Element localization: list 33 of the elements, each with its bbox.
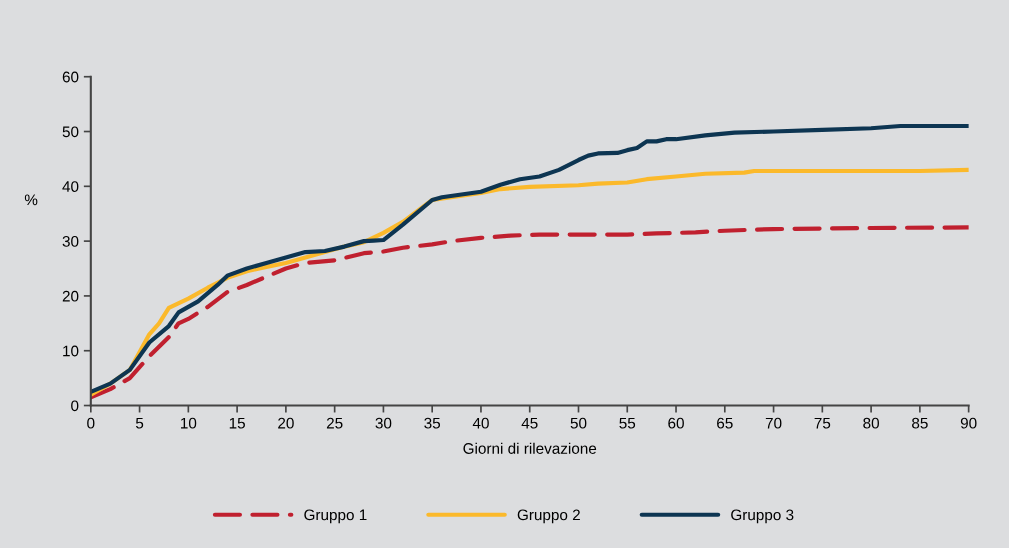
x-tick-label: 40 xyxy=(472,417,489,429)
x-tick-label: 80 xyxy=(863,417,879,429)
x-tick-label: 20 xyxy=(278,417,294,429)
x-tick-label: 75 xyxy=(814,417,831,429)
x-tick-label: 15 xyxy=(229,417,245,429)
x-tick-label: 0 xyxy=(87,417,95,429)
y-axis-title: % xyxy=(24,194,38,206)
legend-label: Gruppo 1 xyxy=(304,509,367,524)
x-tick-label: 30 xyxy=(375,417,392,429)
x-tick-label: 90 xyxy=(960,417,977,429)
y-tick-label: 0 xyxy=(71,400,79,412)
x-tick-label: 35 xyxy=(424,417,441,429)
x-tick-label: 5 xyxy=(135,417,144,429)
y-tick-label: 20 xyxy=(62,290,79,302)
x-tick-label: 10 xyxy=(181,417,197,429)
x-tick-label: 60 xyxy=(668,417,684,429)
y-tick-label: 50 xyxy=(62,126,79,138)
x-tick-label: 45 xyxy=(521,417,538,429)
line-series xyxy=(90,123,969,394)
legend-label: Gruppo 2 xyxy=(517,509,580,524)
y-tick-label: 40 xyxy=(62,181,79,193)
x-tick-label: 55 xyxy=(619,417,636,429)
x-tick-label: 85 xyxy=(912,417,928,429)
y-tick-label: 60 xyxy=(62,71,79,83)
y-tick-label: 10 xyxy=(63,345,79,357)
y-tick-label: 30 xyxy=(62,235,79,247)
legend-label: Gruppo 3 xyxy=(731,509,794,524)
x-tick-label: 25 xyxy=(326,417,343,429)
x-tick-label: 50 xyxy=(570,417,587,429)
x-axis-title: Giorni di rilevazione xyxy=(463,442,597,454)
line-series xyxy=(90,225,969,400)
x-tick-label: 70 xyxy=(765,417,782,429)
x-tick-label: 65 xyxy=(717,417,733,429)
